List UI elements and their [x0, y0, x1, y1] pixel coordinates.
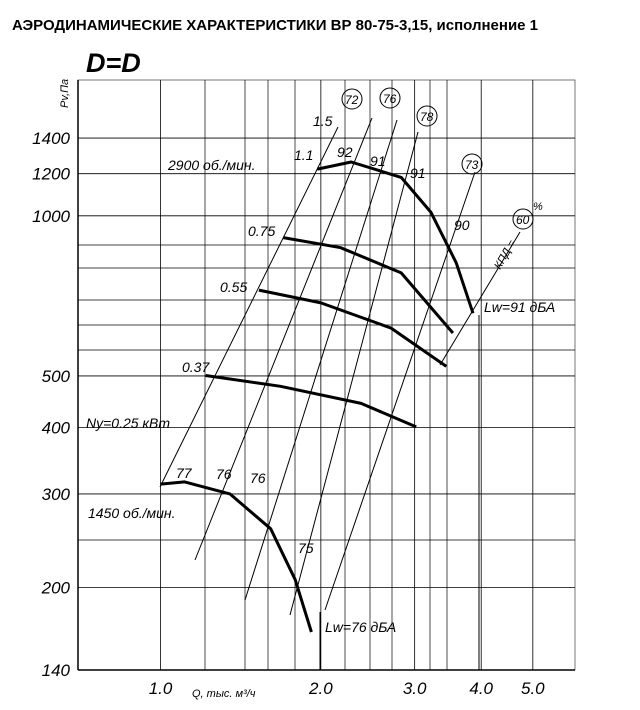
series-label: 0.37: [182, 359, 210, 375]
series-line: [317, 160, 475, 314]
y-axis-label: Pv,Па: [59, 79, 71, 108]
y-tick-label: 140: [42, 661, 71, 680]
annotation: 76: [383, 92, 397, 106]
x-tick-label: 2.0: [308, 679, 333, 698]
series-label: 1450 об./мин.: [88, 505, 175, 521]
series-labels: 2900 об./мин. 1450 об./мин. 0.37 0.55 0.…: [88, 157, 275, 521]
annotation: %: [533, 201, 543, 213]
annotation: 60: [516, 213, 530, 227]
series-line: [205, 374, 417, 429]
efficiency-lines: [159, 87, 534, 670]
series-line: [160, 480, 313, 633]
y-tick-label: 200: [41, 579, 71, 598]
annotation: Ny=0.25 кВт: [86, 415, 170, 431]
annotation: 76: [216, 466, 232, 482]
annotation: 91: [370, 153, 386, 169]
y-tick-label: 300: [42, 485, 71, 504]
series-label: 2900 об./мин.: [167, 157, 255, 173]
y-tick-label: 500: [42, 367, 71, 386]
series-line: [258, 288, 448, 368]
x-axis-label: Q, тыс. м³/ч: [192, 688, 256, 700]
series-label: 0.55: [220, 279, 247, 295]
y-tick-label: 400: [42, 418, 71, 437]
x-tick-label: 3.0: [403, 679, 427, 698]
annotation: 90: [454, 217, 470, 233]
annotation: 73: [465, 158, 479, 172]
annotation: 91: [410, 165, 426, 181]
minor-grid: [78, 80, 575, 670]
annotation: 72: [345, 93, 359, 107]
chart-title: АЭРОДИНАМИЧЕСКИЕ ХАРАКТЕРИСТИКИ ВР 80-75…: [12, 17, 538, 34]
annotation: КПД =: [492, 238, 519, 272]
annotation: Lw=76 дБА: [325, 619, 396, 635]
x-tick-label: 5.0: [521, 679, 545, 698]
y-tick-label: 1000: [32, 207, 70, 226]
series-label: 0.75: [248, 223, 275, 239]
annotation: 75: [298, 540, 314, 556]
x-tick-label: 1.0: [149, 679, 173, 698]
annotation: 1.1: [294, 147, 313, 163]
annotation: 1.5: [313, 113, 333, 129]
annotation: Lw=91 дБА: [484, 299, 555, 315]
y-tick-label: 1400: [32, 129, 70, 148]
annotation: 92: [337, 144, 353, 160]
annotation: 78: [420, 110, 434, 124]
y-tick-label: 1200: [32, 165, 70, 184]
annotations: 1.5 1.1 92 91 91 90 77 76 76 75 72 76 78…: [86, 92, 555, 635]
annotation: 76: [250, 470, 266, 486]
annotation: 77: [176, 465, 193, 481]
series-line: [283, 236, 455, 334]
chart-subtitle: D=D: [86, 48, 141, 78]
x-tick-label: 4.0: [469, 679, 493, 698]
